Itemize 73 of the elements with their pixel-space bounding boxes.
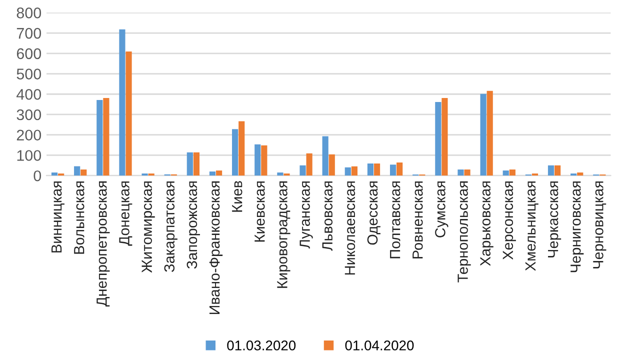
bar <box>458 169 464 176</box>
legend-label: 01.04.2020 <box>345 340 414 350</box>
y-tick-label: 200 <box>16 130 42 141</box>
bar <box>119 29 126 176</box>
bar <box>80 169 87 176</box>
bar <box>96 100 103 176</box>
bar <box>374 164 380 176</box>
bar <box>103 98 110 176</box>
x-tick-label: Житомирская <box>142 181 155 273</box>
y-tick-label: 100 <box>17 150 42 161</box>
legend-label: 01.03.2020 <box>227 340 296 350</box>
y-tick-label: 0 <box>34 170 42 182</box>
bar <box>277 172 284 176</box>
y-tick-label: 400 <box>16 88 42 100</box>
x-tick-label: Харьковская <box>480 181 494 266</box>
x-tick-label: Хмельницкая <box>525 181 538 271</box>
bar <box>306 153 312 176</box>
bar <box>344 167 351 176</box>
y-tick-label: 600 <box>16 48 42 60</box>
x-tick-label: Луганская <box>300 181 313 248</box>
bar <box>351 166 358 176</box>
x-tick-label: Одесская <box>367 181 380 245</box>
bar <box>51 172 58 176</box>
bar <box>186 152 193 176</box>
x-tick-label: Тернопольская <box>458 181 471 282</box>
x-tick-label: Закарпатская <box>164 181 178 272</box>
bar <box>554 165 561 176</box>
bar <box>261 145 268 176</box>
x-tick-label: Запорожская <box>186 181 200 269</box>
bar <box>367 164 374 176</box>
x-tick-label: Волынская <box>74 181 84 254</box>
x-tick-label: Черкасская <box>548 181 562 258</box>
y-tick-label: 700 <box>16 28 42 39</box>
x-tick-label: Николаевская <box>344 181 356 275</box>
x-tick-label: Черновицкая <box>593 181 606 268</box>
bar <box>577 172 584 176</box>
y-tick-label: 300 <box>16 109 42 120</box>
x-tick-label: Киев <box>232 181 242 212</box>
x-tick-label: Львовская <box>322 181 333 251</box>
bar <box>435 102 442 176</box>
x-tick-label: Донецкая <box>119 181 132 246</box>
bar <box>509 169 516 176</box>
y-tick-label: 500 <box>16 68 42 80</box>
bar <box>193 152 200 176</box>
x-tick-label: Днепропетровская <box>96 181 110 306</box>
bar <box>238 121 245 176</box>
x-tick-label: Ивано-Франковская <box>209 181 223 314</box>
bar <box>300 165 306 176</box>
x-tick-label: Сумская <box>435 181 448 238</box>
bar <box>480 94 486 176</box>
y-tick-label: 800 <box>16 8 42 18</box>
bar <box>396 162 403 176</box>
x-tick-label: Полтавская <box>390 181 400 258</box>
bar <box>232 129 238 176</box>
x-tick-label: Кировоградская <box>277 181 290 288</box>
bar <box>390 164 396 176</box>
bar <box>126 52 132 176</box>
bar <box>548 165 554 176</box>
x-tick-label: Херсонская <box>502 181 516 260</box>
bar <box>209 171 216 176</box>
bar <box>322 136 328 176</box>
bar <box>328 154 335 176</box>
bar <box>216 170 222 176</box>
bar <box>254 144 261 176</box>
x-tick-label: Киевская <box>254 181 265 242</box>
bar <box>502 170 509 176</box>
bar <box>486 90 493 176</box>
x-tick-label: Винницкая <box>52 181 64 252</box>
bar <box>74 166 80 176</box>
x-tick-label: Черниговская <box>570 181 584 272</box>
bar <box>464 169 470 176</box>
bar <box>442 98 448 176</box>
x-tick-label: Ровненская <box>412 181 423 258</box>
